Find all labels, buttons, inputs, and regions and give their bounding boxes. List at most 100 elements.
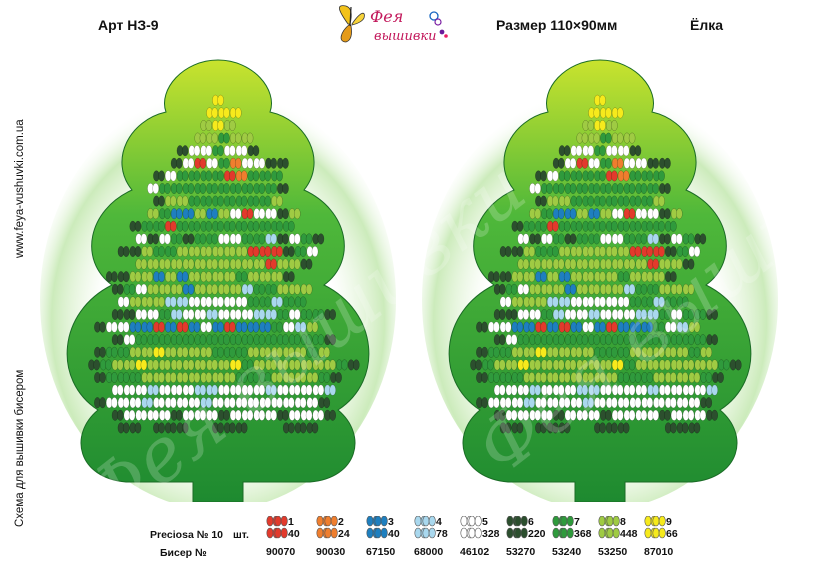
bead	[505, 308, 518, 321]
bead	[212, 422, 224, 434]
bead	[206, 132, 219, 144]
legend-entry: 8 448 53250	[598, 516, 650, 568]
bead	[276, 409, 289, 421]
bead	[158, 409, 171, 421]
bead	[288, 233, 301, 245]
bead	[158, 334, 171, 346]
bead	[540, 359, 553, 371]
bead	[588, 157, 601, 169]
bead	[235, 397, 248, 409]
bead	[617, 271, 630, 283]
bead	[111, 409, 124, 421]
bead	[212, 245, 224, 258]
bead	[247, 245, 260, 258]
bead	[241, 308, 254, 321]
bead	[312, 233, 325, 245]
bead	[265, 258, 278, 270]
bead	[641, 346, 654, 358]
bead	[217, 384, 230, 396]
bead	[629, 220, 642, 232]
website-url: www.feya-vushuvki.com.ua	[14, 119, 26, 258]
bead	[558, 397, 571, 409]
bead	[206, 107, 219, 119]
bead	[276, 283, 289, 295]
bead	[282, 245, 295, 258]
bead	[588, 308, 601, 321]
bead	[300, 233, 313, 245]
bead	[582, 371, 595, 384]
bead	[206, 409, 219, 421]
bead	[700, 346, 713, 358]
bead	[505, 283, 518, 295]
bead	[588, 233, 601, 245]
bead	[517, 258, 530, 270]
legend-count: 368	[574, 528, 592, 540]
bead	[523, 271, 536, 283]
bead	[688, 321, 701, 333]
bead	[605, 220, 618, 232]
legend-count: 66	[666, 528, 678, 540]
bead	[599, 182, 612, 195]
bead	[611, 334, 624, 346]
bead	[658, 359, 671, 371]
legend-code: 87010	[644, 546, 674, 558]
bead	[599, 308, 612, 321]
bead-swatch-icon	[414, 516, 436, 539]
bead	[517, 233, 530, 245]
bead	[111, 359, 124, 371]
bead	[511, 371, 524, 384]
bead	[605, 170, 618, 182]
bead	[188, 170, 201, 182]
size-label: Размер 110×90мм	[496, 17, 618, 33]
bead	[552, 308, 565, 321]
bead	[641, 195, 654, 207]
bead	[300, 409, 313, 421]
bead	[629, 371, 642, 384]
bead	[540, 409, 553, 421]
legend-count: 220	[528, 528, 546, 540]
bead	[259, 371, 272, 384]
bead	[217, 258, 230, 270]
bead	[229, 208, 242, 220]
bead	[670, 308, 683, 321]
bead	[170, 384, 183, 396]
bead	[594, 371, 606, 384]
bead	[182, 308, 195, 321]
bead	[535, 271, 547, 283]
bead	[605, 397, 618, 409]
bead	[206, 233, 219, 245]
bead	[670, 283, 683, 295]
bead	[564, 283, 577, 295]
bead-swatch-icon	[366, 516, 388, 539]
legend-count: 40	[388, 528, 400, 540]
bead	[170, 308, 183, 321]
bead	[206, 157, 219, 169]
bead	[206, 258, 219, 270]
bead	[688, 397, 701, 409]
bead	[582, 397, 595, 409]
bead	[517, 334, 530, 346]
bead	[170, 157, 183, 169]
bead	[247, 397, 260, 409]
bead	[641, 245, 654, 258]
bead	[217, 233, 230, 245]
bead	[170, 233, 183, 245]
legend-number: 7	[574, 516, 580, 528]
bead	[688, 371, 701, 384]
bead	[682, 233, 695, 245]
bead	[570, 346, 583, 358]
bead	[176, 397, 189, 409]
bead	[647, 334, 660, 346]
bead	[182, 359, 195, 371]
bead	[164, 371, 177, 384]
bead	[511, 422, 524, 434]
bead	[617, 321, 630, 333]
bead	[123, 409, 136, 421]
bead	[535, 397, 547, 409]
bead	[599, 107, 612, 119]
bead	[259, 397, 272, 409]
bead	[176, 220, 189, 232]
bead	[94, 397, 106, 409]
bead	[135, 409, 148, 421]
bead	[564, 384, 577, 396]
